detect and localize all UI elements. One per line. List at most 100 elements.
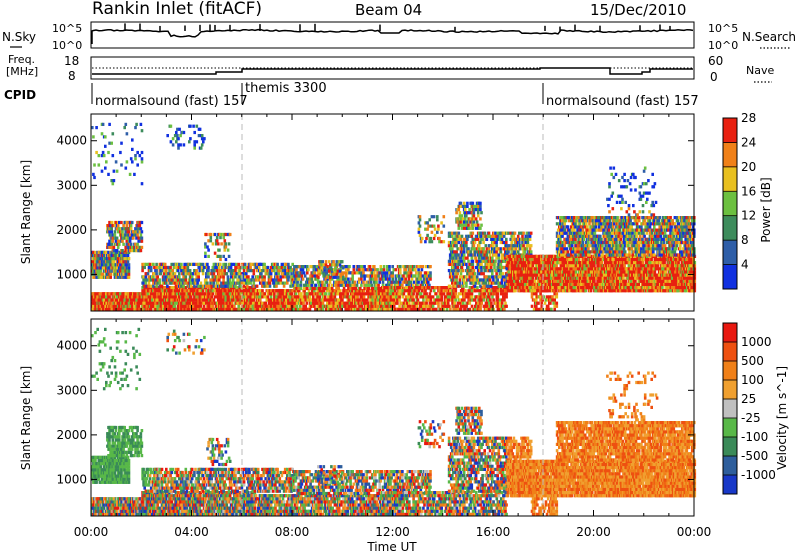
- heatmap-cell: [363, 265, 366, 268]
- heatmap-cell: [197, 275, 200, 278]
- heatmap-cell: [218, 278, 221, 281]
- heatmap-cell: [283, 285, 286, 288]
- heatmap-cell: [273, 269, 276, 272]
- heatmap-cell: [245, 272, 248, 275]
- heatmap-cell: [348, 265, 351, 268]
- heatmap-cell: [234, 269, 237, 272]
- heatmap-cell: [404, 278, 407, 281]
- heatmap-cell: [399, 281, 402, 284]
- heatmap-cell: [180, 263, 183, 266]
- heatmap-cell: [126, 224, 129, 227]
- heatmap-cell: [269, 282, 272, 285]
- heatmap-cell: [249, 266, 252, 269]
- heatmap-cell: [328, 284, 331, 287]
- heatmap-cell: [152, 285, 155, 288]
- heatmap-cell: [345, 274, 348, 277]
- heatmap-cell: [231, 302, 234, 305]
- heatmap-cell: [160, 272, 163, 275]
- heatmap-cell: [326, 281, 329, 284]
- heatmap-cell: [386, 274, 389, 277]
- heatmap-cell: [347, 292, 350, 295]
- heatmap-cell: [287, 278, 290, 281]
- heatmap-cell: [102, 273, 105, 276]
- heatmap-cell: [263, 278, 266, 281]
- heatmap-cell: [202, 269, 205, 272]
- heatmap-cell: [377, 274, 380, 277]
- nave-tick-high: 60: [708, 54, 723, 68]
- heatmap-cell: [277, 272, 280, 275]
- heatmap-cell: [148, 282, 151, 285]
- heatmap-cell: [275, 285, 278, 288]
- heatmap-cell: [366, 298, 369, 301]
- heatmap-cell: [306, 302, 309, 305]
- heatmap-cell: [145, 282, 148, 285]
- heatmap-cell: [290, 292, 293, 295]
- heatmap-cell: [128, 276, 131, 279]
- heatmap-cell: [313, 305, 316, 308]
- heatmap-cell: [314, 271, 317, 274]
- heatmap-cell: [408, 278, 411, 281]
- heatmap-cell: [356, 295, 359, 298]
- heatmap-cell: [360, 278, 363, 281]
- heatmap-cell: [399, 271, 402, 274]
- heatmap-cell: [263, 275, 266, 278]
- heatmap-cell: [399, 265, 402, 268]
- radar-figure: Rankin Inlet (fitACF) Beam 04 15/Dec/201…: [0, 0, 800, 554]
- heatmap-cell: [304, 305, 307, 308]
- heatmap-cell: [359, 287, 362, 290]
- heatmap-cell: [190, 295, 193, 298]
- heatmap-cell: [110, 227, 113, 230]
- date-title: 15/Dec/2010: [590, 1, 686, 19]
- heatmap-cell: [169, 266, 172, 269]
- heatmap-cell: [377, 284, 380, 287]
- heatmap-cell: [117, 224, 120, 227]
- heatmap-cell: [391, 271, 394, 274]
- heatmap-cell: [150, 266, 153, 269]
- heatmap-cell: [243, 289, 246, 292]
- heatmap-cell: [301, 274, 304, 277]
- heatmap-cell: [139, 224, 142, 227]
- heatmap-cell: [136, 243, 139, 246]
- heatmap-cell: [205, 278, 208, 281]
- heatmap-cell: [354, 281, 357, 284]
- heatmap-cell: [270, 295, 273, 298]
- heatmap-cell: [232, 278, 235, 281]
- heatmap-cell: [395, 278, 398, 281]
- heatmap-cell: [210, 295, 213, 298]
- heatmap-cell: [202, 263, 205, 266]
- heatmap-cell: [164, 263, 167, 266]
- heatmap-cell: [203, 305, 206, 308]
- heatmap-cell: [110, 243, 113, 246]
- heatmap-cell: [319, 295, 322, 298]
- nave-label: Nave: [746, 64, 774, 77]
- heatmap-cell: [166, 285, 169, 288]
- heatmap-cell: [200, 305, 203, 308]
- freq-label-2: [MHz]: [6, 65, 38, 78]
- heatmap-cell: [177, 269, 180, 272]
- heatmap-cell: [360, 284, 363, 287]
- heatmap-cell: [190, 285, 193, 288]
- heatmap-cell: [218, 266, 221, 269]
- heatmap-cell: [165, 282, 168, 285]
- heatmap-cell: [296, 281, 299, 284]
- heatmap-cell: [249, 282, 252, 285]
- heatmap-cell: [191, 275, 194, 278]
- heatmap-cell: [356, 284, 359, 287]
- heatmap-cell: [302, 268, 305, 271]
- heatmap-cell: [109, 273, 112, 276]
- heatmap-cell: [178, 275, 181, 278]
- heatmap-cell: [226, 272, 229, 275]
- heatmap-cell: [399, 268, 402, 271]
- heatmap-cell: [159, 282, 162, 285]
- heatmap-cell: [388, 268, 391, 271]
- heatmap-cell: [227, 275, 230, 278]
- heatmap-cell: [207, 275, 210, 278]
- heatmap-cell: [195, 269, 198, 272]
- heatmap-cell: [128, 257, 131, 260]
- heatmap-cell: [253, 272, 256, 275]
- heatmap-cell: [388, 265, 391, 268]
- heatmap-cell: [287, 272, 290, 275]
- heatmap-cell: [391, 265, 394, 268]
- heatmap-cell: [159, 278, 162, 281]
- heatmap-cell: [129, 240, 132, 243]
